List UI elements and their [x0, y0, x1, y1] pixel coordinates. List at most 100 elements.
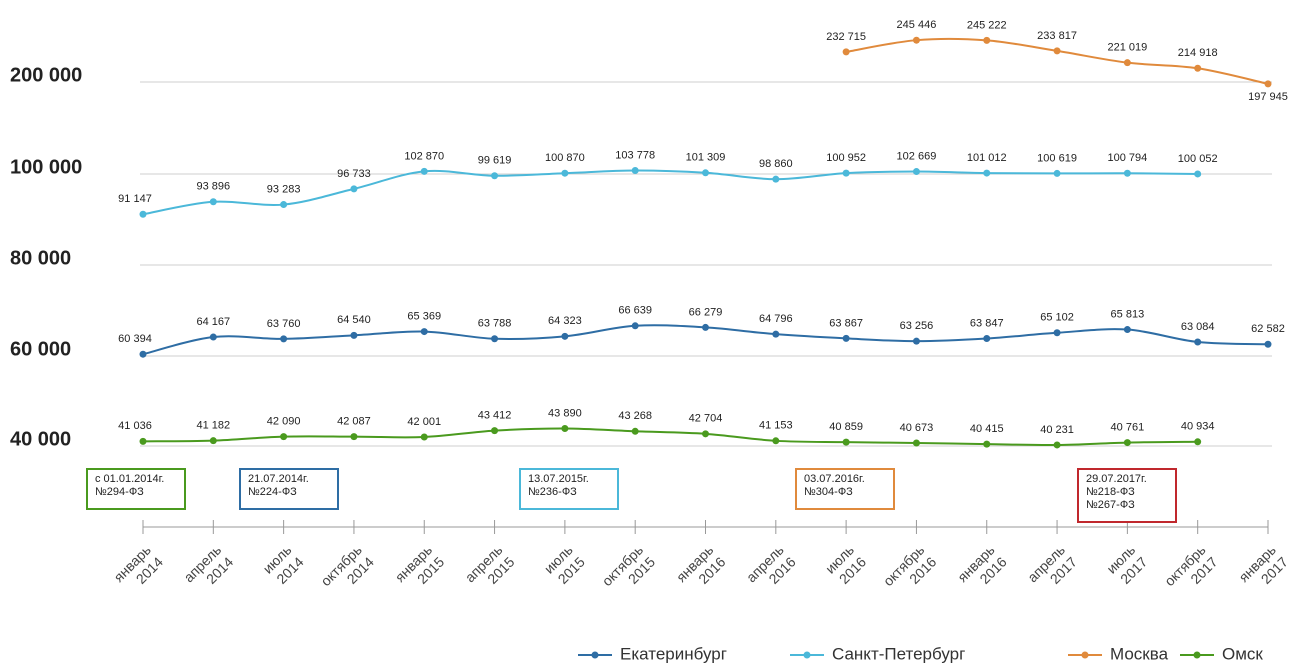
annotation-box — [1077, 468, 1177, 523]
point — [420, 433, 428, 441]
data-label: 40 415 — [970, 423, 1004, 435]
point — [280, 201, 288, 209]
x-tick-label: июль2014 — [259, 541, 306, 588]
annotation-box — [519, 468, 619, 510]
data-label: 102 669 — [897, 150, 937, 162]
data-label: 42 704 — [689, 413, 723, 425]
x-tick-label: июль2016 — [822, 541, 869, 588]
point — [912, 36, 920, 44]
data-label: 64 540 — [337, 314, 371, 326]
point — [983, 440, 991, 448]
annotation-text: №267-ФЗ — [1086, 499, 1135, 511]
point — [561, 332, 569, 340]
point — [350, 433, 358, 441]
point — [1264, 340, 1272, 348]
point — [842, 438, 850, 446]
point — [1053, 329, 1061, 337]
point — [983, 334, 991, 342]
data-label: 41 182 — [196, 420, 230, 432]
y-tick-label: 200 000 — [10, 64, 82, 86]
legend-label: Омск — [1222, 644, 1263, 663]
data-label: 40 761 — [1111, 421, 1145, 433]
data-label: 245 222 — [967, 19, 1007, 31]
point — [209, 333, 217, 341]
point — [280, 433, 288, 441]
point — [1194, 170, 1202, 178]
point — [912, 439, 920, 447]
x-tick-label: апрель2017 — [1024, 541, 1080, 597]
data-label: 63 256 — [900, 320, 934, 332]
legend-dot — [803, 651, 811, 659]
point — [842, 48, 850, 56]
x-tick-label: октябрь2015 — [598, 541, 658, 601]
x-tick-label: апрель2016 — [743, 541, 799, 597]
point — [491, 335, 499, 343]
data-label: 100 794 — [1107, 152, 1147, 164]
data-label: 91 147 — [118, 193, 152, 205]
series-line — [142, 427, 1198, 447]
data-label: 221 019 — [1107, 42, 1147, 54]
point — [1123, 59, 1131, 67]
point — [631, 322, 639, 330]
x-tick-label: октябрь2014 — [317, 541, 377, 601]
data-label: 40 859 — [829, 421, 863, 433]
x-tick-label: июль2017 — [1103, 541, 1150, 588]
annotation-box — [239, 468, 339, 510]
point — [983, 169, 991, 177]
point — [702, 169, 709, 177]
point — [631, 167, 639, 175]
point — [1194, 338, 1202, 346]
data-label: 41 036 — [118, 420, 152, 432]
data-label: 42 087 — [337, 416, 371, 428]
point — [561, 169, 569, 177]
point — [1053, 441, 1061, 449]
legend-dot — [591, 651, 599, 659]
data-label: 43 890 — [548, 407, 582, 419]
point — [491, 427, 499, 435]
annotation-box — [86, 468, 186, 510]
point — [420, 328, 428, 336]
y-tick-label: 40 000 — [10, 428, 71, 450]
point — [139, 350, 147, 358]
point — [561, 424, 569, 432]
data-label: 40 231 — [1040, 424, 1074, 436]
data-label: 65 813 — [1111, 308, 1145, 320]
point — [983, 36, 991, 44]
annotation-text: №218-ФЗ — [1086, 486, 1135, 498]
data-label: 40 934 — [1181, 421, 1215, 433]
data-label: 103 778 — [615, 149, 655, 161]
data-label: 41 153 — [759, 420, 793, 432]
x-tick-label: январь2014 — [110, 541, 166, 597]
data-label: 99 619 — [478, 155, 512, 167]
data-label: 60 394 — [118, 333, 152, 345]
point — [772, 437, 780, 445]
annotation-text: №224-ФЗ — [248, 486, 297, 498]
data-label: 93 896 — [196, 181, 230, 193]
point — [912, 168, 920, 176]
annotation-text: 03.07.2016г. — [804, 473, 865, 485]
point — [1194, 64, 1202, 72]
point — [209, 437, 217, 445]
point — [139, 437, 147, 445]
annotation-text: с 01.01.2014г. — [95, 473, 164, 485]
data-label: 42 090 — [267, 416, 301, 428]
point — [702, 430, 709, 438]
data-label: 43 268 — [618, 410, 652, 422]
annotation-text: 13.07.2015г. — [528, 473, 589, 485]
annotation-box — [795, 468, 895, 510]
annotation-text: №294-ФЗ — [95, 486, 144, 498]
annotation-text: 21.07.2014г. — [248, 473, 309, 485]
point — [1053, 169, 1061, 177]
legend-label: Москва — [1110, 644, 1169, 663]
legend-label: Санкт-Петербург — [832, 644, 965, 663]
point — [1194, 438, 1202, 446]
x-tick-label: октябрь2017 — [1161, 541, 1221, 601]
x-tick-label: январь2016 — [954, 541, 1010, 597]
data-label: 66 639 — [618, 305, 652, 317]
point — [491, 172, 499, 180]
data-label: 66 279 — [689, 306, 723, 318]
data-label: 64 323 — [548, 315, 582, 327]
point — [772, 330, 780, 338]
point — [1264, 80, 1272, 88]
